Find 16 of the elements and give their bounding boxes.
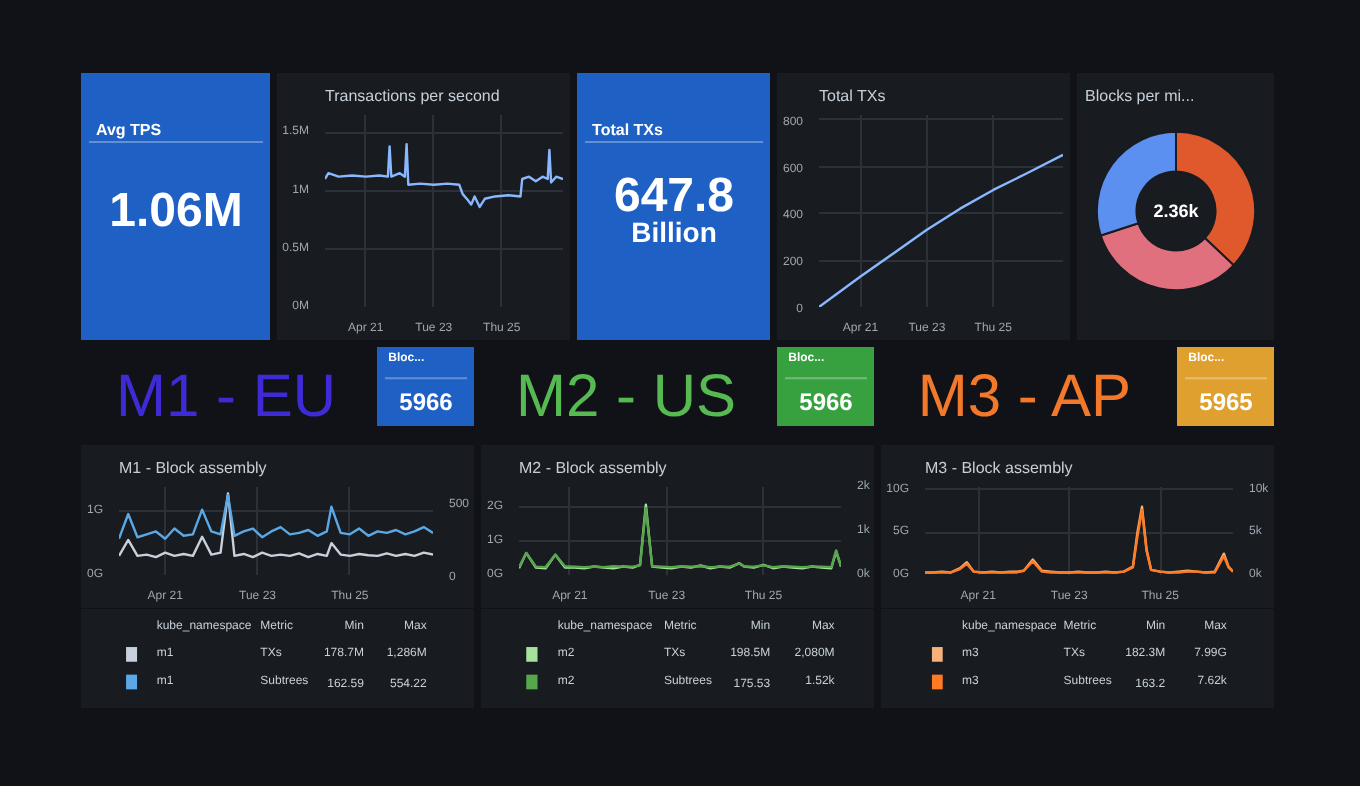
text: Avg TPS <box>95 120 163 139</box>
text: 5965 <box>1199 388 1254 417</box>
text: 1.06M <box>109 184 243 238</box>
text: M3 - AP <box>917 364 1132 431</box>
chart-title: M3 - Block assembly <box>925 459 1073 477</box>
chart-title: Total TXs <box>819 87 886 105</box>
text: M2 - US <box>515 364 737 431</box>
chart-title: Blocks per mi... <box>1085 87 1195 105</box>
text: 2.36k <box>1153 201 1201 221</box>
chart-title: Transactions per second <box>325 87 500 105</box>
text: 5966 <box>799 388 854 417</box>
chart-title: M2 - Block assembly <box>519 459 667 477</box>
text: Total TXs <box>592 120 665 139</box>
text: M1 - EU <box>115 364 337 431</box>
chart-title: M1 - Block assembly <box>119 459 267 477</box>
text: 5966 <box>399 388 454 417</box>
